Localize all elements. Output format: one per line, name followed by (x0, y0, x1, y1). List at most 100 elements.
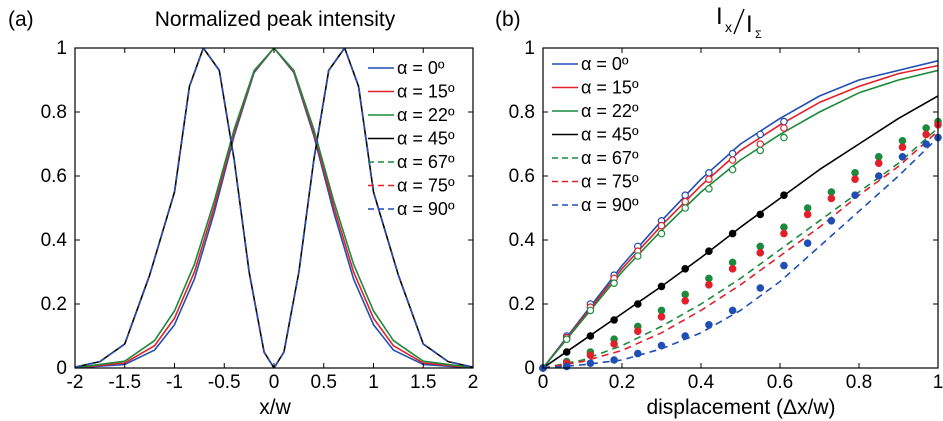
data-point-marker (898, 143, 907, 152)
panel-b: 0 0.2 0.4 0.6 0.8 1 0 0.2 0.4 0.6 0.8 1 α = 0º α = 15… (509, 38, 943, 393)
panel-b-title-denom-sub: Σ (755, 29, 762, 41)
data-point-marker (756, 146, 765, 155)
legend-label: α = 0º (397, 58, 445, 78)
data-point-marker (657, 229, 666, 238)
x-tick-label: 2 (468, 372, 479, 393)
legend-label: α = 22º (397, 105, 455, 125)
data-point-marker (827, 188, 836, 196)
data-point-marker (851, 191, 859, 200)
data-point-marker (586, 359, 595, 368)
data-point-marker (705, 185, 713, 193)
data-point-marker (728, 149, 737, 158)
data-point-marker (610, 356, 618, 364)
series-line (75, 48, 473, 368)
panel-b-label: (b) (495, 8, 521, 31)
panel-a-label: (a) (8, 8, 34, 31)
legend-label: α = 67º (397, 152, 455, 172)
data-point-marker (586, 332, 595, 340)
panel-b-title-main: I (716, 3, 723, 30)
data-point-marker (874, 159, 883, 168)
data-point-marker (851, 175, 859, 184)
data-point-marker (922, 130, 930, 139)
data-point-marker (728, 264, 737, 273)
data-point-marker (562, 335, 571, 344)
data-point-marker (610, 340, 618, 348)
data-point-marker (922, 140, 930, 148)
data-point-marker (633, 300, 642, 308)
panel-b-xlabel: displacement (Δx/w) (646, 396, 835, 419)
data-point-marker (728, 156, 737, 164)
y-tick-label: 0.2 (509, 294, 535, 315)
data-point-marker (705, 247, 713, 256)
series-line (75, 48, 473, 368)
x-tick-label: -2 (67, 372, 84, 393)
series-line (543, 127, 938, 368)
y-tick-label: 0.8 (41, 102, 67, 123)
legend-label: α = 0º (581, 54, 629, 74)
y-tick-label: 0.6 (509, 166, 535, 187)
plots: -2 -1.5 -1 -0.5 0 0.5 1 1.5 2 0 0.2 0.4 0.6 0.8 1 α = 0… (41, 38, 943, 393)
axes-box (542, 47, 939, 369)
data-point-marker (681, 197, 690, 206)
data-point-marker (728, 258, 737, 267)
legend-label: α = 75º (581, 172, 639, 192)
data-point-marker (657, 341, 666, 350)
data-point-marker (728, 165, 737, 174)
legend-label: α = 75º (397, 176, 455, 196)
data-point-marker (681, 296, 690, 305)
panel-a-xlabel: x/w (259, 396, 291, 419)
legend-label: α = 67º (581, 148, 639, 168)
x-tick-label: 0 (269, 372, 280, 393)
x-tick-label: 0.5 (311, 372, 337, 393)
legend: α = 0º α = 15º α = 22º α = 45º α = 67º α = 75… (368, 58, 455, 219)
data-point-marker (681, 191, 690, 200)
data-point-marker (780, 133, 788, 142)
series-line (543, 137, 938, 368)
data-point-marker (851, 169, 859, 177)
x-tick-label: 0.4 (688, 372, 715, 393)
data-point-marker (898, 137, 907, 145)
x-tick-label: 0.2 (609, 372, 635, 393)
y-tick-label: 0.4 (509, 230, 536, 251)
data-point-marker (681, 264, 690, 273)
data-point-marker (780, 261, 788, 270)
y-tick-label: 0.6 (41, 166, 67, 187)
data-point-marker (633, 327, 642, 336)
data-point-marker (756, 140, 765, 148)
data-point-marker (633, 252, 642, 260)
data-point-marker (756, 210, 765, 219)
data-point-marker (633, 349, 642, 358)
data-point-marker (756, 249, 765, 257)
data-point-marker (756, 130, 765, 139)
y-tick-label: 0.2 (41, 294, 67, 315)
x-tick-label: 0.6 (767, 372, 793, 393)
data-point-marker (874, 172, 883, 180)
data-point-marker (681, 290, 690, 299)
panel-b-title-denom: I (746, 11, 753, 38)
data-point-marker (705, 320, 713, 329)
x-tick-label: 0 (538, 372, 549, 393)
y-tick-label: 1 (56, 38, 67, 59)
panel-a: -2 -1.5 -1 -0.5 0 0.5 1 1.5 2 0 0.2 0.4 0.6 0.8 1 α = 0… (41, 38, 479, 393)
data-point-marker (657, 312, 666, 321)
series-line (75, 48, 473, 368)
data-point-marker (803, 204, 812, 212)
data-point-marker (705, 169, 713, 177)
panel-b-title-sub: x (725, 19, 732, 35)
series-line (543, 64, 938, 368)
data-point-marker (756, 242, 765, 251)
legend-label: α = 15º (581, 78, 639, 98)
data-point-marker (803, 239, 812, 248)
data-point-marker (803, 210, 812, 219)
x-tick-label: -1 (166, 372, 183, 393)
y-tick-label: 0 (56, 358, 67, 379)
data-point-marker (681, 204, 690, 212)
data-point-marker (705, 280, 713, 289)
y-tick-label: 0.4 (41, 230, 68, 251)
data-point-marker (728, 229, 737, 238)
legend-label: α = 22º (581, 101, 639, 121)
panel-b-title: I x I Σ (716, 3, 762, 41)
series-line (543, 130, 938, 368)
data-point-marker (657, 282, 666, 291)
data-point-marker (780, 229, 788, 238)
